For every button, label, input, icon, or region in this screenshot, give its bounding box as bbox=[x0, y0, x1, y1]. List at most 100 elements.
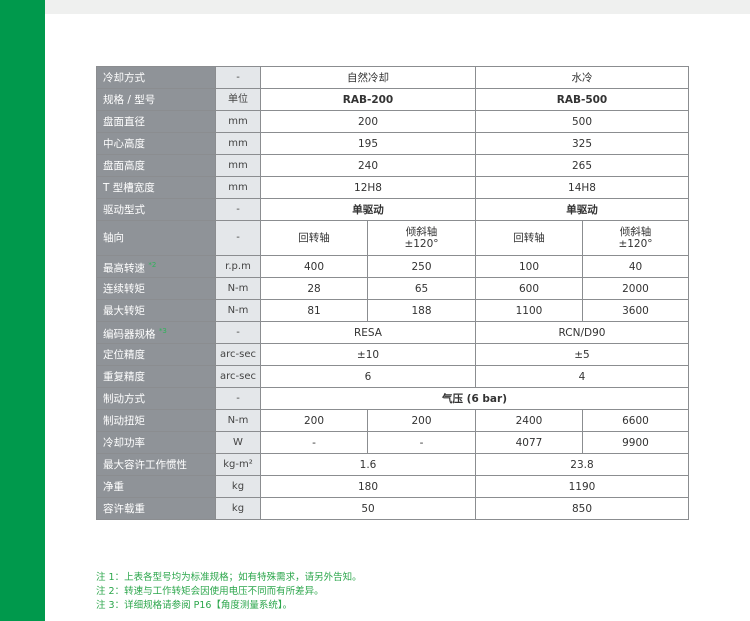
row-label: 最大转矩 bbox=[96, 299, 216, 322]
unit: arc-sec bbox=[215, 365, 261, 388]
row-cool-power: 冷却功率 W - - 4077 9900 bbox=[96, 431, 689, 454]
unit: - bbox=[215, 66, 261, 89]
row-label: 制动扭矩 bbox=[96, 409, 216, 432]
cell: 6600 bbox=[582, 409, 689, 432]
cell: 200 bbox=[367, 409, 476, 432]
row-rep-acc: 重复精度 arc-sec 6 4 bbox=[96, 365, 689, 388]
cell: 气压 (6 bar) bbox=[260, 387, 689, 410]
table-row: 盘面高度 mm 240 265 bbox=[96, 154, 689, 177]
unit: kg-m² bbox=[215, 453, 261, 476]
cell: 4077 bbox=[475, 431, 583, 454]
row-load: 容许载重 kg 50 850 bbox=[96, 497, 689, 520]
unit: - bbox=[215, 387, 261, 410]
unit: W bbox=[215, 431, 261, 454]
cell: 水冷 bbox=[475, 66, 689, 89]
row-label: 容许载重 bbox=[96, 497, 216, 520]
unit: mm bbox=[215, 110, 261, 133]
row-label: 轴向 bbox=[96, 220, 216, 256]
cell: 200 bbox=[260, 409, 368, 432]
cell: - bbox=[260, 431, 368, 454]
cell: 850 bbox=[475, 497, 689, 520]
row-cooling: 冷却方式 - 自然冷却 水冷 bbox=[96, 66, 689, 89]
table-row: 中心高度 mm 195 325 bbox=[96, 132, 689, 155]
cell: 325 bbox=[475, 132, 689, 155]
cell: 195 bbox=[260, 132, 476, 155]
cell: 倾斜轴 ±120° bbox=[367, 220, 476, 256]
unit: 单位 bbox=[215, 88, 261, 111]
cell: 50 bbox=[260, 497, 476, 520]
cell: 81 bbox=[260, 299, 368, 322]
cell: 4 bbox=[475, 365, 689, 388]
note-1: 注 1：上表各型号均为标准规格；如有特殊需求，请另外告知。 bbox=[96, 572, 362, 583]
cell: 28 bbox=[260, 277, 368, 300]
row-encoder: 编码器规格 *3 - RESA RCN/D90 bbox=[96, 321, 689, 344]
cell: 倾斜轴 ±120° bbox=[582, 220, 689, 256]
cell: 40 bbox=[582, 255, 689, 278]
cell: 65 bbox=[367, 277, 476, 300]
label-text: 最高转速 bbox=[103, 262, 145, 275]
footnote-mark: *2 bbox=[148, 260, 157, 269]
cell: 23.8 bbox=[475, 453, 689, 476]
table-row: 驱动型式 - 单驱动 单驱动 bbox=[96, 198, 689, 221]
row-axis: 轴向 - 回转轴 倾斜轴 ±120° 回转轴 倾斜轴 ±120° bbox=[96, 220, 689, 256]
row-label: 制动方式 bbox=[96, 387, 216, 410]
green-sidebar bbox=[0, 0, 45, 621]
row-label: 盘面直径 bbox=[96, 110, 216, 133]
axis-range: ±120° bbox=[404, 238, 439, 250]
unit: - bbox=[215, 198, 261, 221]
row-label: 编码器规格 *3 bbox=[96, 321, 216, 344]
cell: 9900 bbox=[582, 431, 689, 454]
row-max-torque: 最大转矩 N-m 81 188 1100 3600 bbox=[96, 299, 689, 322]
cell: 400 bbox=[260, 255, 368, 278]
cell: - bbox=[367, 431, 476, 454]
row-speed: 最高转速 *2 r.p.m 400 250 100 40 bbox=[96, 255, 689, 278]
cell: 回转轴 bbox=[475, 220, 583, 256]
unit: N-m bbox=[215, 299, 261, 322]
row-label: 净重 bbox=[96, 475, 216, 498]
cell: 6 bbox=[260, 365, 476, 388]
cell: 500 bbox=[475, 110, 689, 133]
row-label: 重复精度 bbox=[96, 365, 216, 388]
cell: 回转轴 bbox=[260, 220, 368, 256]
row-label: 最大容许工作惯性 bbox=[96, 453, 216, 476]
cell: 265 bbox=[475, 154, 689, 177]
note-3: 注 3：详细规格请参阅 P16【角度测量系统】。 bbox=[96, 600, 293, 611]
unit: arc-sec bbox=[215, 343, 261, 366]
footnotes: 注 1：上表各型号均为标准规格；如有特殊需求，请另外告知。 注 2：转速与工作转… bbox=[96, 571, 362, 613]
cell: 250 bbox=[367, 255, 476, 278]
table-row: T 型槽宽度 mm 12H8 14H8 bbox=[96, 176, 689, 199]
unit: - bbox=[215, 220, 261, 256]
row-model: 规格 / 型号 单位 RAB-200 RAB-500 bbox=[96, 88, 689, 111]
cell: 240 bbox=[260, 154, 476, 177]
cell: ±5 bbox=[475, 343, 689, 366]
unit: kg bbox=[215, 497, 261, 520]
cell: 12H8 bbox=[260, 176, 476, 199]
note-2: 注 2：转速与工作转矩会因使用电压不同而有所差异。 bbox=[96, 586, 324, 597]
row-label: T 型槽宽度 bbox=[96, 176, 216, 199]
row-pos-acc: 定位精度 arc-sec ±10 ±5 bbox=[96, 343, 689, 366]
table-row: 盘面直径 mm 200 500 bbox=[96, 110, 689, 133]
cell: 200 bbox=[260, 110, 476, 133]
axis-range: ±120° bbox=[618, 238, 653, 250]
row-label: 盘面高度 bbox=[96, 154, 216, 177]
cell: 180 bbox=[260, 475, 476, 498]
cell: 单驱动 bbox=[260, 198, 476, 221]
cell: 1.6 bbox=[260, 453, 476, 476]
unit: r.p.m bbox=[215, 255, 261, 278]
unit: N-m bbox=[215, 409, 261, 432]
unit: kg bbox=[215, 475, 261, 498]
row-label: 驱动型式 bbox=[96, 198, 216, 221]
cell: 2000 bbox=[582, 277, 689, 300]
row-label: 最高转速 *2 bbox=[96, 255, 216, 278]
row-label: 规格 / 型号 bbox=[96, 88, 216, 111]
row-cont-torque: 连续转矩 N-m 28 65 600 2000 bbox=[96, 277, 689, 300]
cell: 1100 bbox=[475, 299, 583, 322]
label-text: 编码器规格 bbox=[103, 328, 156, 341]
cell: 2400 bbox=[475, 409, 583, 432]
row-label: 冷却功率 bbox=[96, 431, 216, 454]
unit: mm bbox=[215, 132, 261, 155]
row-brake: 制动方式 - 气压 (6 bar) bbox=[96, 387, 689, 410]
axis-name: 倾斜轴 bbox=[405, 226, 438, 238]
cell: ±10 bbox=[260, 343, 476, 366]
cell: 100 bbox=[475, 255, 583, 278]
